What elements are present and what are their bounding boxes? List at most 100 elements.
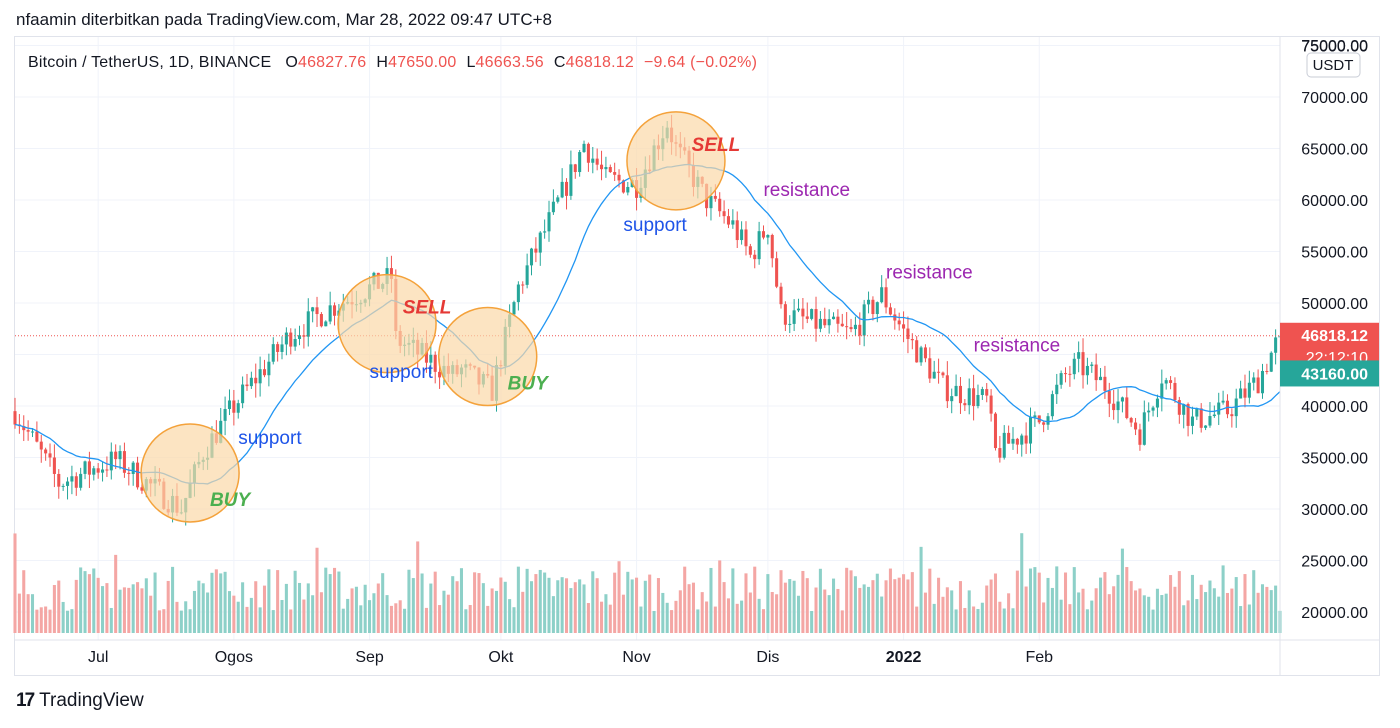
volume-bar xyxy=(1173,586,1177,633)
candle-body xyxy=(1094,364,1098,381)
candle-body xyxy=(1204,425,1208,428)
volume-bar xyxy=(586,603,590,633)
volume-bar xyxy=(162,609,166,633)
volume-bar xyxy=(547,577,551,633)
volume-bar xyxy=(136,582,140,633)
signal-circle xyxy=(337,273,437,374)
volume-bar xyxy=(368,600,372,633)
candle-body xyxy=(39,441,43,450)
candle-body xyxy=(880,287,884,303)
volume-bar xyxy=(512,607,516,633)
volume-bar xyxy=(1024,586,1028,633)
candle-body xyxy=(713,195,717,199)
volume-bar xyxy=(783,582,787,633)
candle-body xyxy=(311,307,315,312)
volume-bar xyxy=(258,607,262,633)
volume-bar xyxy=(915,606,919,633)
candle-body xyxy=(1120,397,1124,402)
volume-bar xyxy=(801,570,805,633)
candle-body xyxy=(389,268,393,279)
candle-body xyxy=(1138,429,1142,445)
volume-bar xyxy=(442,590,446,633)
volume-bar xyxy=(44,606,48,633)
volume-bar xyxy=(424,607,428,633)
volume-bar xyxy=(416,541,420,633)
volume-bar xyxy=(604,594,608,633)
candle-body xyxy=(582,143,586,153)
candle-body xyxy=(35,431,39,442)
candle-body xyxy=(595,158,599,165)
volume-bar xyxy=(600,601,604,633)
volume-bar xyxy=(1081,588,1085,633)
volume-bar xyxy=(341,608,345,633)
candle-body xyxy=(1177,400,1181,415)
volume-bar xyxy=(757,598,761,633)
symbol-name: Bitcoin / TetherUS, 1D, BINANCE xyxy=(28,54,272,71)
candle-body xyxy=(915,340,919,363)
candle-body xyxy=(1081,352,1085,376)
candle-body xyxy=(79,473,83,488)
volume-bar xyxy=(1011,608,1015,633)
volume-bar xyxy=(241,582,245,633)
volume-bar xyxy=(635,577,639,633)
volume-bar xyxy=(337,571,341,633)
volume-bar xyxy=(748,592,752,633)
candle-body xyxy=(853,324,857,330)
volume-bar xyxy=(74,579,78,633)
time-tick-label: Sep xyxy=(355,649,384,666)
candle-body xyxy=(1129,418,1133,423)
volume-bar xyxy=(613,572,617,633)
volume-bar xyxy=(508,599,512,633)
volume-bar xyxy=(687,584,691,633)
volume-bar xyxy=(1243,574,1247,633)
volume-bar xyxy=(219,573,223,633)
volume-bar xyxy=(993,573,998,633)
volume-bar xyxy=(875,573,879,633)
candle-body xyxy=(560,181,564,198)
volume-bars xyxy=(13,533,1282,633)
candle-body xyxy=(564,181,569,196)
volume-bar xyxy=(954,609,958,633)
candle-body xyxy=(783,304,787,325)
candle-body xyxy=(1164,380,1168,384)
time-tick-label: 2022 xyxy=(886,649,922,666)
candle-body xyxy=(284,332,288,345)
volume-bar xyxy=(1221,565,1225,633)
volume-bar xyxy=(438,605,442,633)
volume-bar xyxy=(1186,600,1190,633)
candle-body xyxy=(950,396,954,402)
volume-bar xyxy=(468,605,472,633)
volume-bar xyxy=(433,571,437,633)
volume-bar xyxy=(1028,568,1033,633)
volume-bar xyxy=(464,609,468,633)
volume-bar xyxy=(867,586,871,633)
volume-bar xyxy=(354,586,358,633)
volume-bar xyxy=(595,578,599,633)
candle-body xyxy=(832,316,836,320)
volume-bar xyxy=(1252,570,1256,633)
candle-body xyxy=(748,246,752,255)
volume-bar xyxy=(534,574,538,633)
volume-bar xyxy=(486,605,490,633)
volume-bar xyxy=(122,587,126,633)
candle-body xyxy=(249,377,253,387)
volume-bar xyxy=(1055,566,1059,633)
volume-bar xyxy=(1199,584,1203,633)
volume-bar xyxy=(1204,592,1208,633)
volume-bar xyxy=(96,577,100,633)
high-label: H xyxy=(376,54,389,71)
volume-bar xyxy=(1217,596,1221,633)
candle-body xyxy=(1199,408,1203,428)
low-label: L xyxy=(466,54,476,71)
volume-bar xyxy=(525,568,529,633)
candle-body xyxy=(954,385,958,397)
volume-bar xyxy=(880,596,884,633)
volume-bar xyxy=(972,606,976,633)
volume-bar xyxy=(363,584,367,633)
buy-label: BUY xyxy=(210,490,252,511)
volume-bar xyxy=(65,610,70,633)
volume-bar xyxy=(862,584,866,633)
volume-bar xyxy=(1260,584,1265,633)
time-axis: Jul Ogos Sep Okt Nov Dis 2022 Feb xyxy=(15,639,1380,666)
